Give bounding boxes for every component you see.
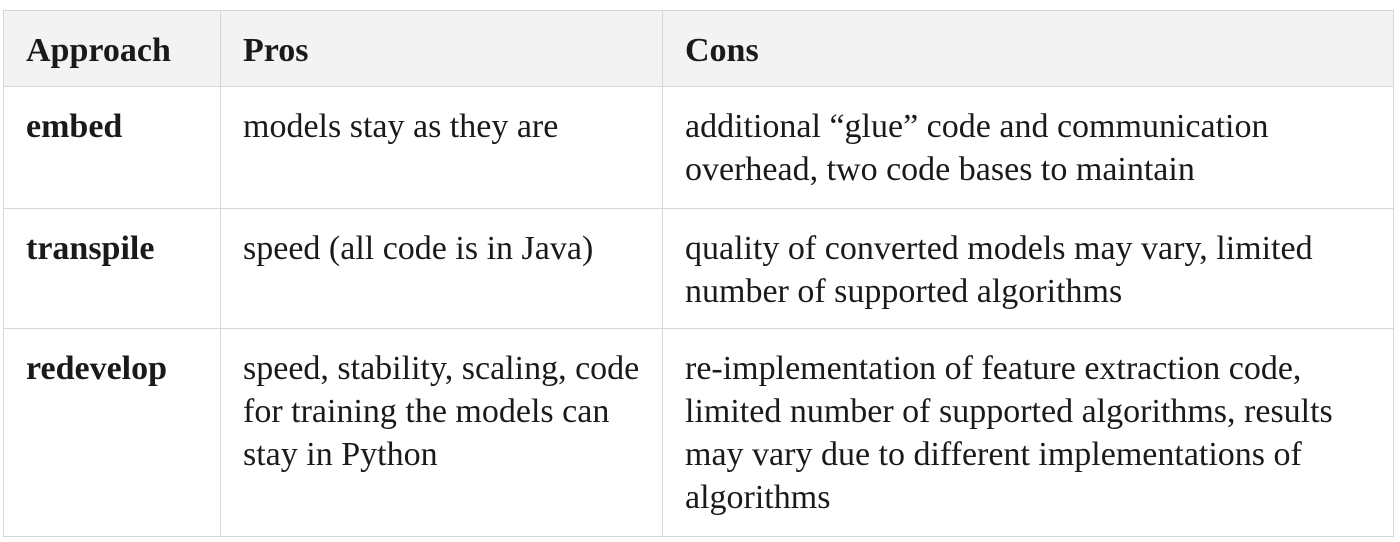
cons-cell: quality of converted models may vary, li…	[662, 208, 1394, 329]
table-row: transpile speed (all code is in Java) qu…	[3, 208, 1394, 329]
pros-cell: models stay as they are	[220, 86, 663, 209]
pros-cell: speed, stability, scaling, code for trai…	[220, 328, 663, 537]
approach-cell: transpile	[3, 208, 221, 329]
cons-cell: re-implementation of feature extraction …	[662, 328, 1394, 537]
table-header: Approach Pros Cons	[3, 10, 1394, 87]
table-row: embed models stay as they are additional…	[3, 86, 1394, 209]
header-row: Approach Pros Cons	[3, 10, 1394, 87]
approach-cell: redevelop	[3, 328, 221, 537]
table-row: redevelop speed, stability, scaling, cod…	[3, 328, 1394, 537]
approach-cell: embed	[3, 86, 221, 209]
pros-cell: speed (all code is in Java)	[220, 208, 663, 329]
header-approach: Approach	[3, 10, 221, 87]
cons-cell: additional “glue” code and communication…	[662, 86, 1394, 209]
header-pros: Pros	[220, 10, 663, 87]
table-body: embed models stay as they are additional…	[3, 86, 1394, 537]
comparison-table: Approach Pros Cons embed models stay as …	[3, 10, 1394, 537]
header-cons: Cons	[662, 10, 1394, 87]
